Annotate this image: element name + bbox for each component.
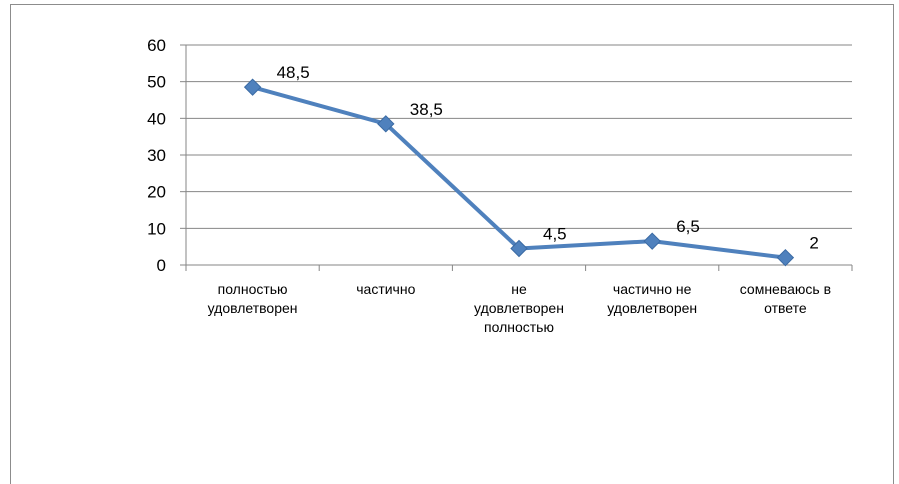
data-point [377,115,395,133]
data-label: 48,5 [277,63,310,82]
x-tick-label: удовлетворен [607,300,697,316]
data-label: 38,5 [410,100,443,119]
x-tick-label: полностью [484,319,554,335]
data-label: 6,5 [676,217,700,236]
data-point [643,232,661,250]
data-point [243,78,262,96]
y-tick-label: 50 [147,73,166,92]
y-tick-label: 40 [147,109,166,128]
x-tick-label: ответе [764,300,807,316]
y-tick-label: 20 [147,183,166,202]
x-tick-label: частично [356,281,415,297]
series-line [252,85,786,260]
y-tick-label: 60 [147,36,166,55]
chart-frame [10,4,894,484]
y-tick-label: 10 [147,219,166,238]
x-tick-label: не [511,281,527,297]
x-tick-label: удовлетворен [474,300,564,316]
x-tick-label: удовлетворен [208,300,298,316]
data-point [776,248,795,267]
x-tick-label: сомневаюсь в [740,281,831,297]
data-point [510,239,528,258]
data-label: 2 [809,234,818,253]
y-tick-label: 0 [157,256,166,275]
data-label: 4,5 [543,225,567,244]
x-tick-label: полностью [218,281,288,297]
y-tick-label: 30 [147,146,166,165]
x-tick-label: частично не [613,281,692,297]
